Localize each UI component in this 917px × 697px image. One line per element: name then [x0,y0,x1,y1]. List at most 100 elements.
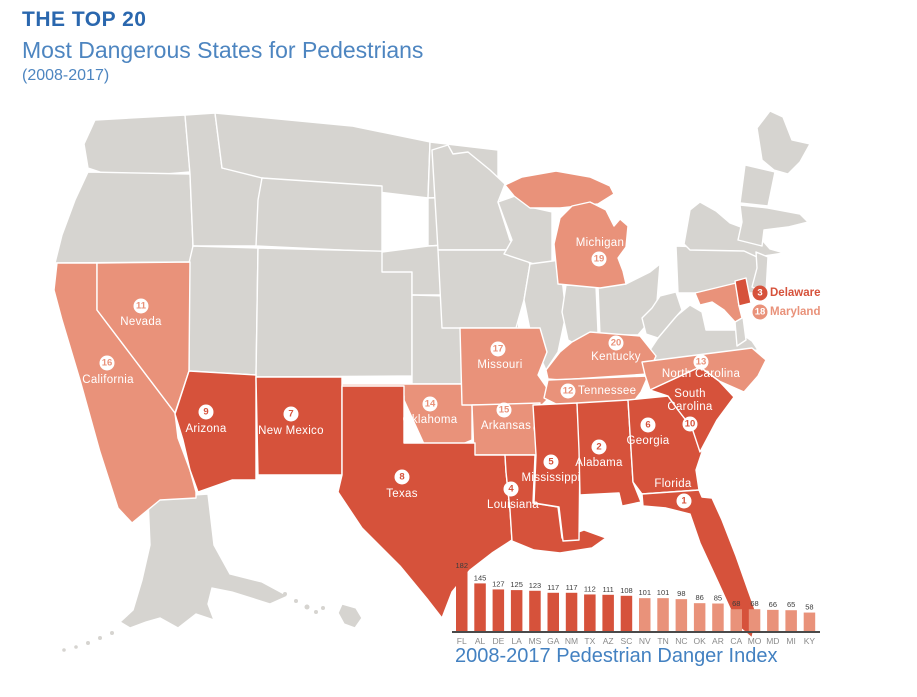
bar-value-OK: 86 [695,593,703,602]
bar-value-FL: 182 [455,561,468,570]
bar-AL [474,583,486,632]
bar-value-TN: 101 [657,588,670,597]
bar-value-AR: 85 [714,594,722,603]
bar-label-AZ: AZ [603,636,614,646]
pdi-bar-chart: 182 145 127 125 123 117 117 112 111 108 101 101 98 86… [452,561,820,646]
rank-badge-GA: 6 [640,417,656,433]
bar-label-NC: NC [675,636,687,646]
state-label-KY: Kentucky [591,351,641,363]
region-southern-new-england [737,204,809,247]
bar-value-MD: 66 [769,600,777,609]
state-label-MO: Missouri [477,359,523,371]
bar-label-MD: MD [766,636,779,646]
rank-badge-DE: 3 [752,285,768,301]
state-label-MI: Michigan [575,237,625,249]
page-period: (2008-2017) [22,67,110,84]
bar-TX [584,594,596,632]
rank-badge-MI: 19 [591,251,607,267]
rank-badge-LA: 4 [503,481,519,497]
bar-label-MO: MO [748,636,762,646]
state-label-SC: Carolina [667,401,713,413]
bar-CA [730,609,742,632]
rank-badge-KY: 20 [608,335,624,351]
bar-label-TX: TX [584,636,595,646]
state-label-NV: Nevada [120,316,162,328]
state-alaska [119,493,289,629]
state-washington [83,114,191,179]
state-oregon [54,171,194,264]
bar-value-AL: 145 [474,573,487,582]
bar-MS [529,590,541,632]
bar-MD [767,609,779,632]
bar-value-GA: 117 [547,583,559,592]
state-label-MS: Mississippi [521,472,581,484]
bar-label-GA: GA [547,636,560,646]
bar-OK [693,603,706,632]
bar-MO [748,609,761,632]
state-label-NC: North Carolina [661,368,741,380]
bar-value-KY: 58 [805,603,813,612]
rank-badge-AZ: 9 [198,404,214,420]
header: THE TOP 20 Most Dangerous States for Ped… [22,8,423,85]
bar-AR [712,603,724,632]
state-iowa [437,249,531,329]
rank-badge-OK: 14 [422,396,438,412]
state-texas [337,385,513,619]
bar-AZ [602,594,614,632]
bar-value-MS: 123 [529,581,542,590]
state-label-AL: Alabama [575,457,623,469]
bar-value-SC: 108 [620,586,633,595]
bar-value-AZ: 111 [602,585,613,594]
rank-badge-TN: 12 [560,383,576,399]
state-south-carolina [649,366,735,453]
region-vermont-new-hampshire [739,164,776,207]
state-label-AR: Arkansas [480,420,532,432]
bar-label-KY: KY [804,636,816,646]
bar-label-CA: CA [730,636,742,646]
bar-KY [803,612,816,632]
bar-label-NM: NM [565,636,578,646]
bar-GA [547,592,559,632]
bar-label-AL: AL [475,636,486,646]
bar-MI [785,610,797,632]
bar-SC [620,595,633,632]
bar-value-LA: 125 [510,580,523,589]
state-label-TX: Texas [386,488,418,500]
state-label-AZ: Arizona [185,423,227,435]
bar-value-NC: 98 [677,589,685,598]
state-label-MD: Maryland [770,306,821,318]
state-minnesota [431,144,521,251]
bar-NV [639,598,651,632]
bar-value-NV: 101 [638,588,651,597]
bar-value-TX: 112 [584,584,596,593]
bar-value-DE: 127 [492,579,505,588]
bar-label-MS: MS [529,636,542,646]
rank-badge-CA: 16 [99,355,115,371]
rank-badge-SC: 10 [682,416,698,432]
rank-badge-AR: 15 [496,402,512,418]
rank-badge-NV: 11 [133,298,149,314]
bar-FL [456,571,468,632]
state-michigan-upper-peninsula [504,170,615,209]
bar-label-TN: TN [657,636,668,646]
state-utah [188,245,259,376]
state-label-NM: New Mexico [258,425,324,437]
state-label-GA: Georgia [626,435,670,447]
rank-badge-NM: 7 [283,406,299,422]
state-west-virginia [641,291,683,339]
bar-value-MO: 68 [750,599,758,608]
rank-badge-AL: 2 [591,439,607,455]
bar-label-OK: OK [694,636,707,646]
bar-label-SC: SC [621,636,633,646]
state-label-OK: Oklahoma [402,414,458,426]
rank-badge-MO: 17 [490,341,506,357]
state-label-FL: Florida [654,478,692,490]
state-label-SC: South [674,388,706,400]
state-michigan [553,201,629,289]
rank-badge-MD: 18 [752,304,768,320]
rank-badge-MS: 5 [543,454,559,470]
bar-DE [492,589,505,632]
state-wyoming [255,177,383,253]
